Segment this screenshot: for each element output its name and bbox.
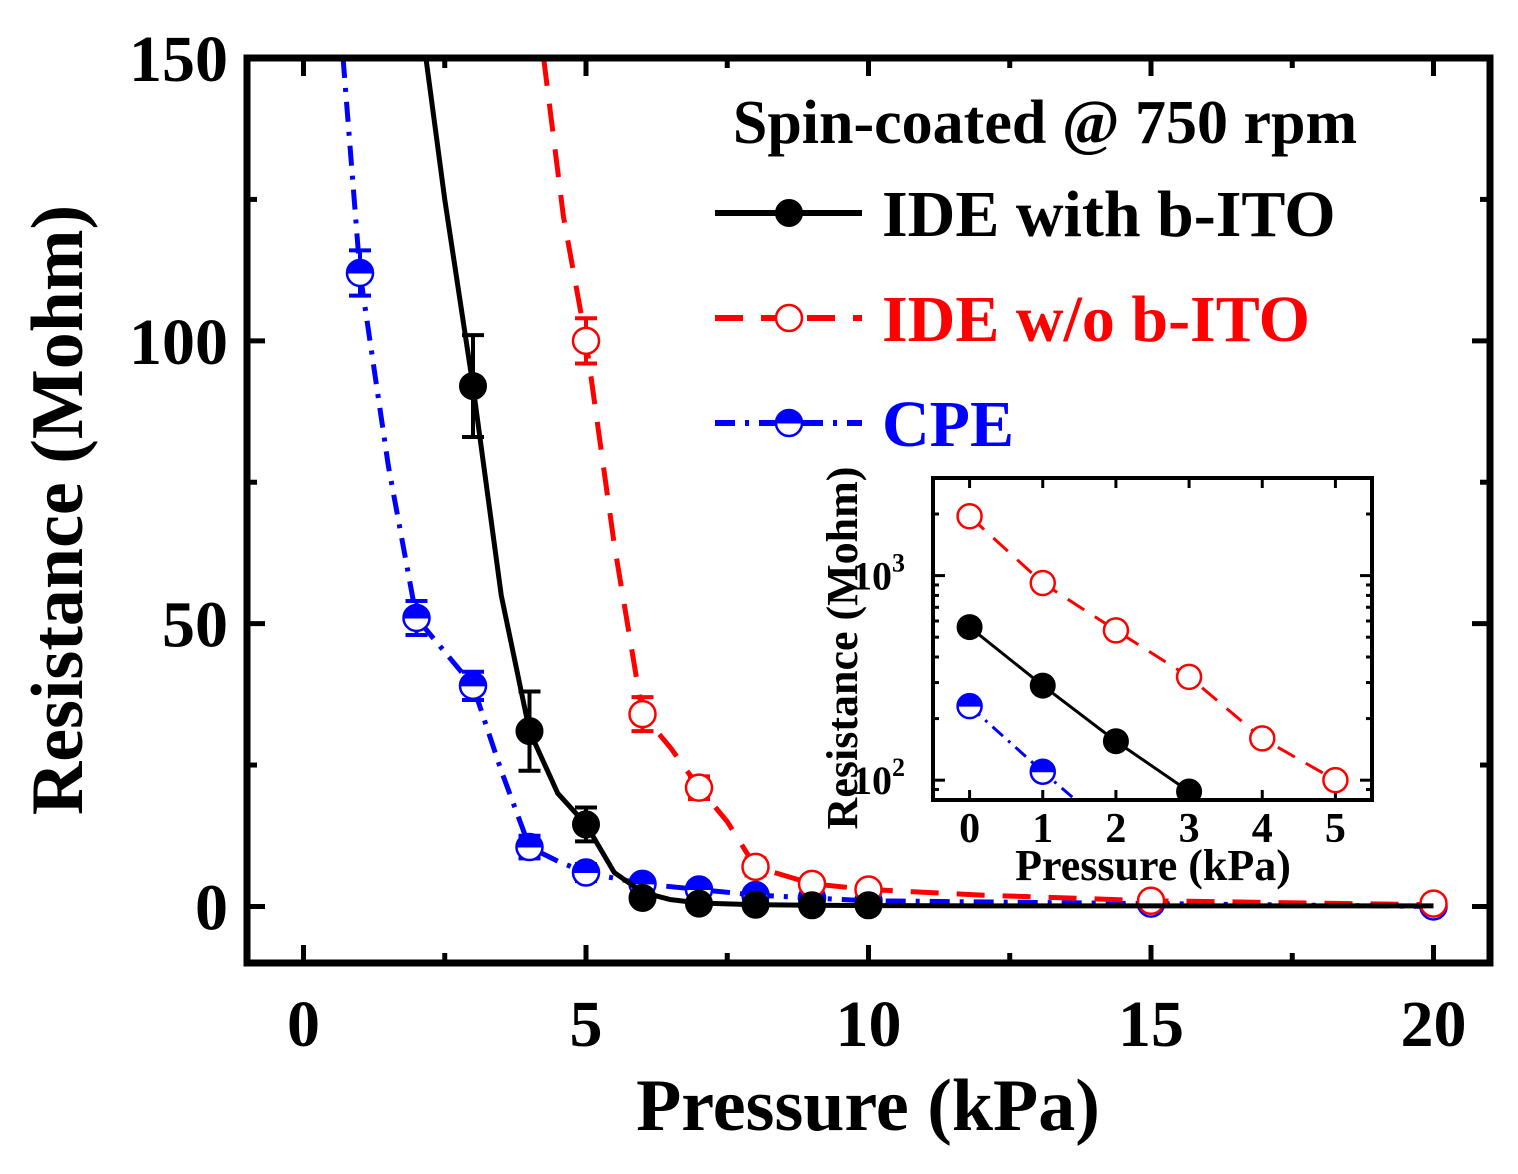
data-point-fill xyxy=(685,875,713,890)
data-point-fill xyxy=(741,881,770,896)
inset-x-tick-label: 1 xyxy=(1032,806,1053,852)
x-tick-label: 15 xyxy=(1118,988,1184,1061)
data-point-fill xyxy=(628,870,657,885)
data-point xyxy=(628,883,657,912)
y-tick-label: 50 xyxy=(162,589,228,662)
inset-line-ide-w-o-b-ito xyxy=(968,515,1337,782)
data-point xyxy=(571,326,601,356)
inset-data-point xyxy=(1322,766,1349,794)
fit-line-ide-w-o-b-ito xyxy=(541,58,1434,908)
legend-entry-cpe: CPE xyxy=(715,388,1014,461)
inset-data-point-fill xyxy=(957,693,983,707)
data-point xyxy=(459,372,487,401)
data-point xyxy=(684,773,714,802)
inset-x-tick-label: 4 xyxy=(1252,806,1273,852)
inset-data-point xyxy=(1176,778,1203,800)
legend-marker xyxy=(774,408,804,438)
legend-marker-fill xyxy=(775,409,803,424)
inset-y-tick-label: 102 xyxy=(852,753,905,803)
inset-data-point xyxy=(1102,617,1130,644)
y-tick-label: 150 xyxy=(129,23,228,96)
data-point xyxy=(345,258,375,288)
data-point-fill xyxy=(515,833,544,848)
y-tick-label: 0 xyxy=(195,871,228,944)
main-frame xyxy=(243,54,1494,967)
legend-marker xyxy=(775,199,803,227)
x-tick-label: 20 xyxy=(1401,988,1467,1061)
fit-line-cpe xyxy=(340,58,1434,909)
inset-frame xyxy=(931,476,1374,802)
inset-x-tick-label: 3 xyxy=(1179,806,1200,852)
data-point-fill xyxy=(572,859,600,873)
inset-data xyxy=(956,503,1349,800)
main-data xyxy=(340,58,1448,921)
legend-entry-ide-with-b-ito: IDE with b-ITO xyxy=(715,178,1336,251)
data-point xyxy=(741,890,770,919)
inset-y-tick-base: 10 xyxy=(852,554,892,599)
inset-series-ide-w-o-b-ito xyxy=(956,503,1349,794)
inset-data-point xyxy=(1029,758,1056,785)
data-point xyxy=(685,889,713,918)
x-tick-label: 0 xyxy=(287,988,320,1061)
inset-y-axis-label: Resistance (Mohm) xyxy=(818,467,867,830)
data-point xyxy=(628,699,657,729)
data-point-fill xyxy=(459,672,487,687)
legend-title: Spin-coated @ 750 rpm xyxy=(733,89,1357,157)
inset-series-ide-with-b-ito xyxy=(956,614,1203,800)
inset-y-tick-label: 103 xyxy=(852,549,905,599)
x-tick-label: 5 xyxy=(570,988,603,1061)
x-tick-label: 10 xyxy=(836,988,902,1061)
inset-data-point xyxy=(956,692,983,720)
inset-background xyxy=(933,478,1372,800)
data-point xyxy=(458,671,488,701)
inset-data-point xyxy=(1029,672,1056,699)
data-point-fill xyxy=(402,604,431,619)
inset-data-point xyxy=(1102,728,1129,755)
inset-line-ide-with-b-ito xyxy=(968,625,1190,793)
inset-x-tick-label: 2 xyxy=(1105,806,1126,852)
y-axis-label: Resistance (Mohm) xyxy=(17,205,99,815)
inset-x-tick-label: 0 xyxy=(959,806,980,852)
data-point xyxy=(515,832,544,862)
data-point xyxy=(1136,886,1166,916)
data-point xyxy=(572,810,600,839)
x-axis-label: Pressure (kPa) xyxy=(636,1065,1100,1147)
y-tick-label: 100 xyxy=(129,306,228,379)
legend-label: IDE with b-ITO xyxy=(882,178,1336,251)
inset-y-tick-exponent: 3 xyxy=(892,549,905,578)
inset-data-point xyxy=(1029,569,1056,597)
inset-data-point xyxy=(956,614,983,641)
inset-data-point xyxy=(1249,725,1276,752)
data-point xyxy=(854,891,883,920)
legend-entry-ide-w-o-b-ito: IDE w/o b-ITO xyxy=(715,283,1310,356)
legend-marker xyxy=(774,303,804,333)
inset-data-point xyxy=(1175,663,1203,691)
legend-label: IDE w/o b-ITO xyxy=(882,283,1310,356)
data-point-fill xyxy=(346,259,374,274)
inset-y-tick-exponent: 2 xyxy=(892,753,905,782)
series-ide-with-b-ito xyxy=(423,58,1434,920)
inset-series-cpe xyxy=(956,692,1077,800)
legend-label: CPE xyxy=(882,388,1014,461)
inset-x-axis-label: Pressure (kPa) xyxy=(1015,841,1291,890)
data-point xyxy=(741,852,770,882)
inset-x-tick-label: 5 xyxy=(1325,806,1346,852)
data-point xyxy=(402,603,431,633)
data-point xyxy=(515,717,544,746)
inset-data-point xyxy=(956,503,983,530)
legend: Spin-coated @ 750 rpm IDE with b-ITO IDE w… xyxy=(715,89,1357,461)
data-point xyxy=(571,858,601,887)
inset-data-point-fill xyxy=(1030,759,1056,773)
inset-y-tick-base: 10 xyxy=(852,758,892,803)
data-point xyxy=(798,891,826,920)
